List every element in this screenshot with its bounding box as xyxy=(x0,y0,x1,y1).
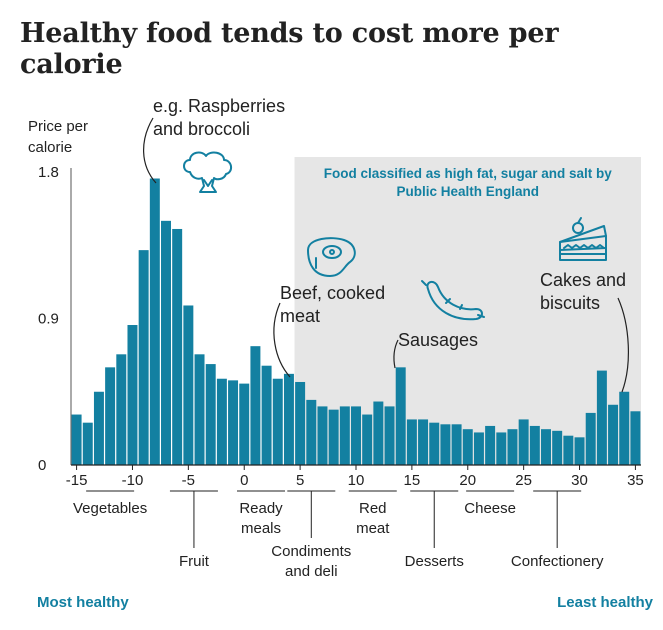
bar xyxy=(429,422,440,465)
category-label: Desserts xyxy=(405,553,464,570)
bar xyxy=(630,411,641,465)
category-label: meat xyxy=(356,520,390,537)
bar xyxy=(149,178,160,465)
bar xyxy=(71,414,82,465)
bar xyxy=(295,381,306,465)
bar xyxy=(205,364,216,465)
bar xyxy=(194,354,205,465)
bar xyxy=(462,429,473,465)
bar xyxy=(317,406,328,465)
bar xyxy=(161,220,171,465)
bar xyxy=(395,367,406,465)
bar xyxy=(473,432,484,465)
category-label: Ready xyxy=(239,500,283,517)
steak-icon xyxy=(307,237,356,277)
category-label: Fruit xyxy=(179,553,210,570)
bar xyxy=(541,429,551,465)
x-tick-label: 10 xyxy=(348,472,365,489)
bar xyxy=(283,373,294,465)
x-tick-label: -10 xyxy=(122,472,144,489)
bar xyxy=(362,414,373,465)
bar xyxy=(608,404,619,465)
x-tick-label: 35 xyxy=(627,472,644,489)
x-tick-label: -15 xyxy=(66,472,88,489)
x-tick-label: 0 xyxy=(240,472,248,489)
bar xyxy=(529,425,540,465)
bar xyxy=(339,406,350,465)
bar xyxy=(351,406,361,465)
category-label: and deli xyxy=(285,563,338,580)
least-healthy-label: Least healthy xyxy=(557,594,653,611)
bar xyxy=(82,422,93,465)
annotation-label: meat xyxy=(280,306,320,326)
bar xyxy=(563,435,574,465)
bar xyxy=(451,424,462,465)
bar xyxy=(596,370,607,465)
x-tick-label: 30 xyxy=(571,472,588,489)
annotation-label: Cakes and xyxy=(540,270,626,290)
category-label: Vegetables xyxy=(73,500,147,517)
annotation-label: and broccoli xyxy=(153,119,250,139)
bar xyxy=(384,406,395,465)
annotation-label: Sausages xyxy=(398,330,478,350)
most-healthy-label: Most healthy xyxy=(37,594,129,611)
bar xyxy=(585,412,596,465)
bar xyxy=(496,432,507,465)
hfss-label-line2: Public Health England xyxy=(397,184,540,199)
category-label: Condiments xyxy=(271,543,351,560)
chart: Food classified as high fat, sugar and s… xyxy=(28,96,644,580)
bar xyxy=(507,429,518,465)
bar xyxy=(261,365,272,465)
x-tick-label: 15 xyxy=(404,472,421,489)
category-label: meals xyxy=(241,520,281,537)
bar xyxy=(306,399,317,465)
bar xyxy=(127,325,138,465)
broccoli-icon xyxy=(183,151,232,193)
bar xyxy=(574,437,585,465)
bar xyxy=(172,228,183,465)
annotation-leader-line xyxy=(273,302,291,378)
chart-title: Healthy food tends to cost more per calo… xyxy=(20,18,559,80)
hfss-label-line1: Food classified as high fat, sugar and s… xyxy=(324,166,613,181)
bar xyxy=(216,378,227,465)
x-tick-label: 5 xyxy=(296,472,304,489)
cake-icon xyxy=(559,217,607,261)
bar xyxy=(250,346,261,465)
x-tick-label: 20 xyxy=(459,472,476,489)
bar xyxy=(105,367,116,465)
bar xyxy=(93,391,104,465)
bar xyxy=(373,401,384,465)
category-label: Red xyxy=(359,500,387,517)
bar xyxy=(485,425,496,465)
y-tick-label: 0 xyxy=(38,457,46,474)
annotation-leader-line xyxy=(143,117,157,184)
y-axis-label-line1: Price per xyxy=(28,118,88,135)
annotation-leader-line xyxy=(617,297,629,393)
bar xyxy=(116,354,127,465)
category-label: Cheese xyxy=(464,500,516,517)
annotation-label: e.g. Raspberries xyxy=(153,96,285,116)
y-axis-label-line2: calorie xyxy=(28,139,72,156)
annotation-leader-line xyxy=(393,339,399,369)
bar xyxy=(272,378,283,465)
bar xyxy=(328,409,339,465)
bar xyxy=(239,383,250,465)
bar xyxy=(406,419,417,465)
sausage-icon xyxy=(421,280,485,321)
bar xyxy=(552,430,563,465)
x-tick-label: 25 xyxy=(515,472,532,489)
bar xyxy=(418,419,429,465)
bar xyxy=(228,380,239,465)
annotation-label: Beef, cooked xyxy=(280,283,385,303)
bar xyxy=(440,424,451,465)
bar xyxy=(138,250,149,465)
annotation-label: biscuits xyxy=(540,293,600,313)
bar xyxy=(518,419,529,465)
y-tick-label: 0.9 xyxy=(38,311,59,328)
x-tick-label: -5 xyxy=(182,472,195,489)
category-label: Confectionery xyxy=(511,553,604,570)
bar xyxy=(619,391,630,465)
y-tick-label: 1.8 xyxy=(38,164,59,181)
bar xyxy=(183,305,194,465)
